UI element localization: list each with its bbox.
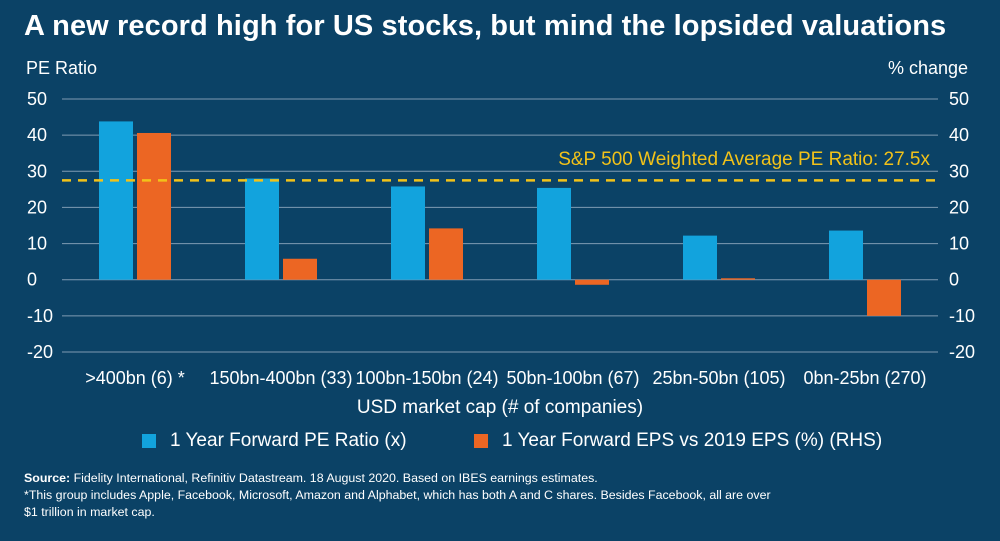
bar-eps bbox=[283, 258, 317, 280]
legend-swatch-pe bbox=[142, 434, 156, 448]
bar-chart: 50 40 30 20 10 0 -10 -20 50 40 30 20 10 0 -10 -20 >400bn… bbox=[27, 89, 975, 388]
bar-eps bbox=[137, 132, 171, 280]
bar-pe bbox=[99, 121, 133, 280]
footnote-line-2: $1 trillion in market cap. bbox=[24, 505, 155, 519]
bar-eps bbox=[867, 279, 901, 316]
category-label: 150bn-400bn (33) bbox=[209, 368, 352, 388]
legend-label-pe: 1 Year Forward PE Ratio (x) bbox=[170, 430, 407, 451]
bar-eps bbox=[721, 278, 755, 280]
category-label: 50bn-100bn (67) bbox=[506, 368, 639, 388]
right-tick-label: 50 bbox=[949, 89, 969, 109]
legend-label-eps: 1 Year Forward EPS vs 2019 EPS (%) (RHS) bbox=[502, 430, 883, 451]
source-line: Source: Fidelity International, Refiniti… bbox=[24, 470, 984, 487]
legend: 1 Year Forward PE Ratio (x) 1 Year Forwa… bbox=[0, 430, 1000, 454]
bar-eps bbox=[429, 228, 463, 280]
category-label: >400bn (6) * bbox=[85, 368, 185, 388]
bar-pe bbox=[245, 178, 279, 280]
legend-swatch-eps bbox=[474, 434, 488, 448]
left-tick-label: 0 bbox=[27, 270, 37, 290]
source-label: Source: bbox=[24, 471, 71, 485]
left-tick-label: 50 bbox=[27, 89, 47, 109]
bar-pe bbox=[683, 235, 717, 280]
right-axis-label: % change bbox=[887, 58, 968, 78]
left-tick-label: 20 bbox=[27, 197, 47, 217]
x-axis-label: USD market cap (# of companies) bbox=[356, 397, 644, 418]
legend-item-pe: 1 Year Forward PE Ratio (x) bbox=[142, 430, 407, 452]
left-axis-label: PE Ratio bbox=[26, 58, 98, 78]
right-tick-label: 20 bbox=[949, 197, 969, 217]
category-label: 100bn-150bn (24) bbox=[355, 368, 498, 388]
footnote-line-1: *This group includes Apple, Facebook, Mi… bbox=[24, 488, 771, 502]
bar-pe bbox=[537, 187, 571, 280]
bar-pe bbox=[391, 186, 425, 280]
left-tick-label: 10 bbox=[27, 234, 47, 254]
left-tick-label: -10 bbox=[27, 306, 53, 326]
right-tick-label: 40 bbox=[949, 125, 969, 145]
legend-item-eps: 1 Year Forward EPS vs 2019 EPS (%) (RHS) bbox=[474, 430, 882, 452]
right-tick-label: -20 bbox=[949, 342, 975, 362]
source-text: Fidelity International, Refinitiv Datast… bbox=[73, 471, 598, 485]
bar-eps bbox=[575, 279, 609, 285]
left-tick-label: 40 bbox=[27, 125, 47, 145]
left-tick-label: -20 bbox=[27, 342, 53, 362]
category-label: 0bn-25bn (270) bbox=[803, 368, 926, 388]
category-label: 25bn-50bn (105) bbox=[652, 368, 785, 388]
chart-title: A new record high for US stocks, but min… bbox=[24, 10, 947, 42]
right-tick-label: 10 bbox=[949, 234, 969, 254]
right-tick-label: 0 bbox=[949, 270, 959, 290]
right-tick-label: 30 bbox=[949, 161, 969, 181]
footer: Source: Fidelity International, Refiniti… bbox=[24, 470, 984, 521]
right-tick-label: -10 bbox=[949, 306, 975, 326]
bar-pe bbox=[829, 230, 863, 280]
reference-line-label: S&P 500 Weighted Average PE Ratio: 27.5x bbox=[558, 149, 930, 170]
left-tick-label: 30 bbox=[27, 161, 47, 181]
